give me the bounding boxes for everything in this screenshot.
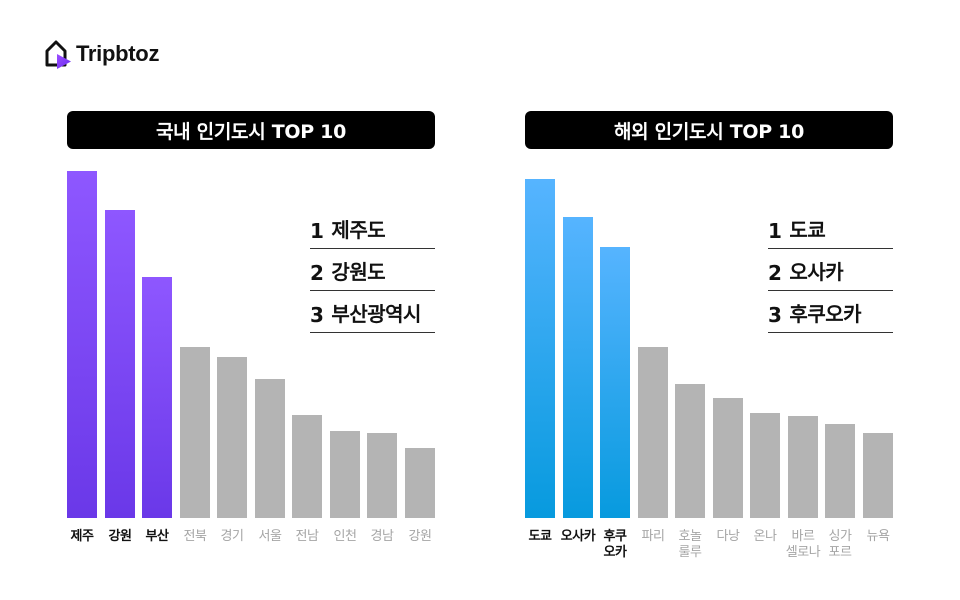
domestic-top3-list: 1 제주도 2 강원도 3 부산광역시 [310, 207, 435, 333]
overseas-bar-chart: 도쿄 오사카 후쿠 오카 파리 호놀 룰루 다낭 온나 바르 셀로나 싱가 포르… [525, 111, 893, 581]
rank-number: 3 [768, 303, 782, 327]
top3-item: 3 부산광역시 [310, 291, 435, 333]
x-label: 경기 [220, 529, 244, 544]
bar-osaka [563, 217, 593, 518]
x-label: 뉴욕 [866, 529, 890, 544]
brand-name: Tripbtoz [76, 41, 160, 66]
x-label: 부산 [145, 529, 169, 544]
x-label: 경남 [370, 529, 394, 544]
x-label: 후쿠 오카 [603, 529, 627, 560]
bar-fukuoka [600, 247, 630, 518]
top3-item: 3 후쿠오카 [768, 291, 893, 333]
rank-number: 2 [310, 261, 324, 285]
city-name: 오사카 [789, 260, 844, 284]
domestic-title: 국내 인기도시 TOP 10 [67, 111, 435, 149]
rank-number: 1 [768, 219, 782, 243]
top3-item: 2 강원도 [310, 249, 435, 291]
city-name: 강원도 [331, 260, 386, 284]
x-label: 파리 [641, 529, 665, 544]
domestic-bar-chart: 제주 강원 부산 전북 경기 서울 전남 인천 경남 강원 [67, 111, 435, 581]
bar-incheon [330, 431, 360, 518]
city-name: 도쿄 [789, 218, 826, 242]
rank-number: 3 [310, 303, 324, 327]
top3-item: 2 오사카 [768, 249, 893, 291]
bar-seoul [255, 379, 285, 518]
x-label: 오사카 [560, 529, 596, 544]
overseas-panel: 해외 인기도시 TOP 10 도쿄 오사카 후쿠 오카 파리 호놀 룰루 다낭 … [525, 111, 893, 581]
city-name: 부산광역시 [331, 302, 421, 326]
x-label: 인천 [333, 529, 357, 544]
bar-newyork [863, 433, 893, 518]
x-label: 다낭 [716, 529, 740, 544]
rank-number: 2 [768, 261, 782, 285]
bar-barcelona [788, 416, 818, 518]
city-name: 제주도 [331, 218, 386, 242]
overseas-top3-list: 1 도쿄 2 오사카 3 후쿠오카 [768, 207, 893, 333]
x-label: 강원 [408, 529, 432, 544]
x-label: 온나 [753, 529, 777, 544]
bar-jeonnam [292, 415, 322, 518]
x-label: 서울 [258, 529, 282, 544]
bar-gangwon-2 [405, 448, 435, 518]
bar-jeju [67, 171, 97, 518]
top3-item: 1 도쿄 [768, 207, 893, 249]
rank-number: 1 [310, 219, 324, 243]
bar-honolulu [675, 384, 705, 518]
bar-busan [142, 277, 172, 518]
brand-logo: Tripbtoz [44, 38, 159, 70]
bar-singapore [825, 424, 855, 518]
x-label: 싱가 포르 [828, 529, 852, 560]
domestic-panel: 국내 인기도시 TOP 10 제주 강원 부산 전북 경기 서울 전남 인천 경… [67, 111, 435, 581]
bar-danang [713, 398, 743, 518]
x-label: 바르 셀로나 [785, 529, 821, 560]
x-label: 제주 [70, 529, 94, 544]
x-label: 호놀 룰루 [678, 529, 702, 560]
x-label: 강원 [108, 529, 132, 544]
bar-gyeongnam [367, 433, 397, 518]
bar-jeonbuk [180, 347, 210, 518]
x-label: 도쿄 [528, 529, 552, 544]
x-label: 전남 [295, 529, 319, 544]
house-play-logo-icon [44, 38, 72, 70]
top3-item: 1 제주도 [310, 207, 435, 249]
x-label: 전북 [183, 529, 207, 544]
city-name: 후쿠오카 [789, 302, 862, 326]
bar-onna [750, 413, 780, 518]
bar-paris [638, 347, 668, 518]
overseas-title: 해외 인기도시 TOP 10 [525, 111, 893, 149]
bar-gangwon [105, 210, 135, 518]
bar-tokyo [525, 179, 555, 518]
bar-gyeonggi [217, 357, 247, 518]
